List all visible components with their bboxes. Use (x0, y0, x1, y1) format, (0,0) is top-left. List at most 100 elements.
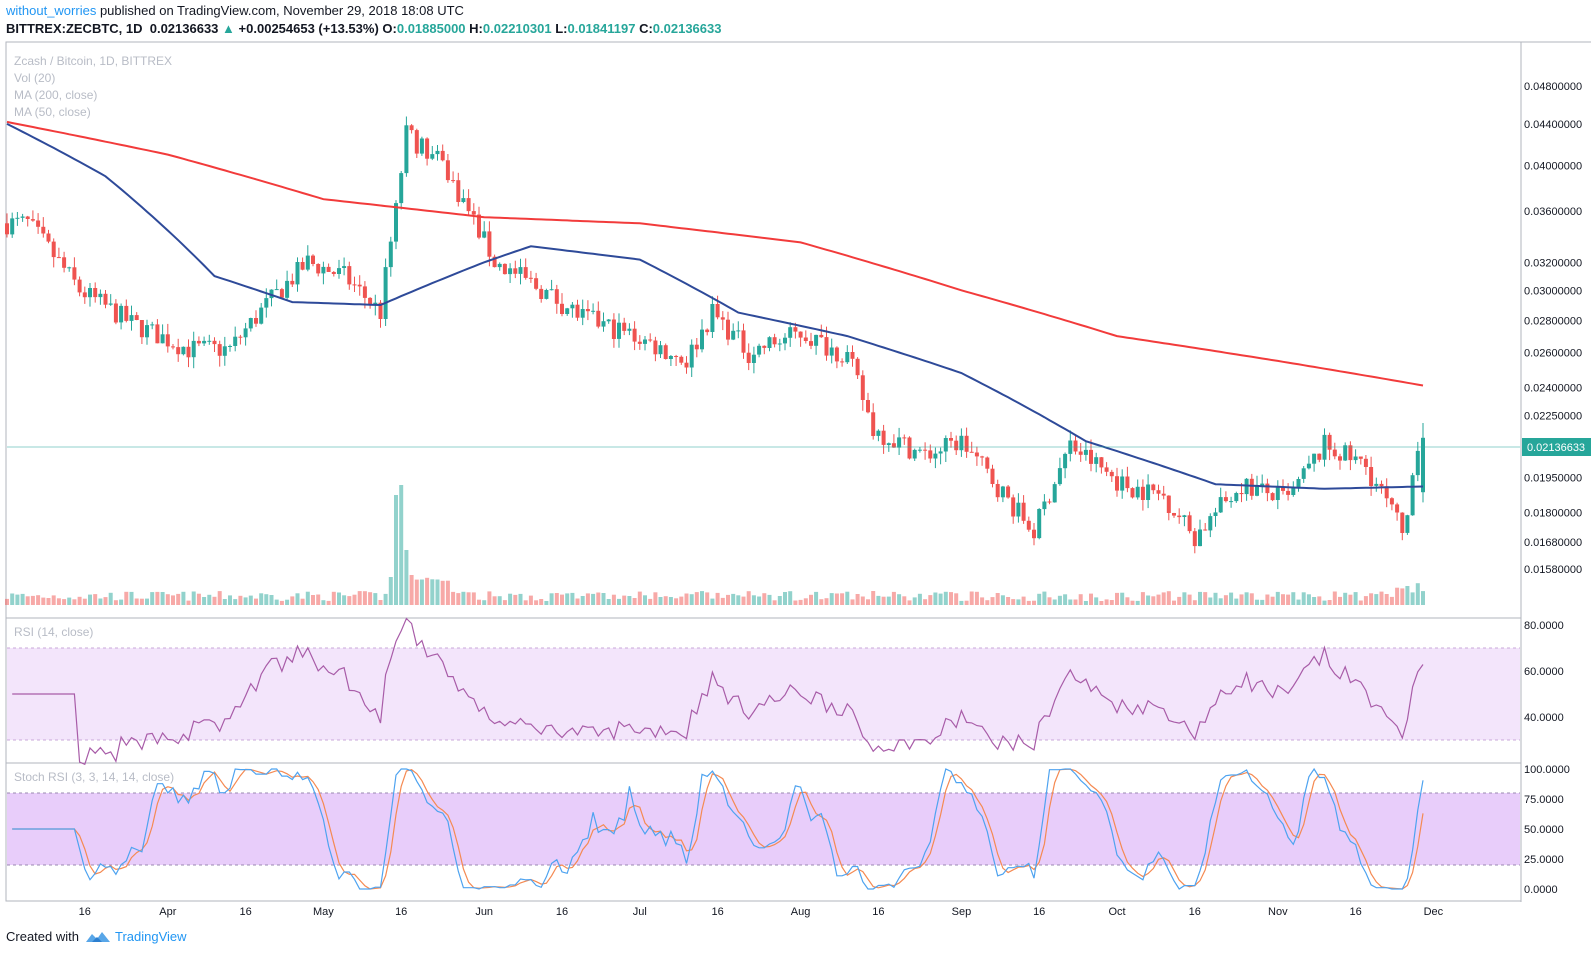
candle (1016, 493, 1021, 523)
candle (1234, 491, 1239, 503)
volume-bar (907, 600, 912, 605)
candle (186, 339, 191, 368)
volume-bar (850, 599, 855, 605)
volume-bar (591, 593, 596, 605)
tradingview-link[interactable]: TradingView (85, 929, 187, 944)
volume-bar (1223, 595, 1228, 605)
candle (575, 299, 580, 321)
volume-bar (1182, 592, 1187, 605)
volume-bar (352, 594, 357, 605)
volume-bar (1317, 596, 1322, 605)
low-value: 0.01841197 (567, 21, 636, 36)
high-label: H: (469, 21, 483, 36)
candle (119, 303, 124, 330)
candle (834, 346, 839, 369)
candle (767, 336, 772, 352)
candle (1140, 479, 1145, 511)
volume-bar (720, 597, 725, 605)
price-tick-label: 0.02400000 (1524, 382, 1582, 394)
candle (518, 258, 523, 285)
candle (891, 434, 896, 448)
volume-bar (1353, 592, 1358, 605)
candle (243, 322, 248, 346)
candle (637, 335, 642, 350)
volume-bar (357, 591, 362, 605)
volume-bar (689, 594, 694, 605)
candle (1130, 487, 1135, 499)
volume-bar (445, 580, 450, 605)
candle (82, 286, 87, 304)
volume-bar (1379, 591, 1384, 605)
tradingview-brand: TradingView (114, 929, 187, 944)
candle (383, 258, 388, 326)
volume-bar (347, 596, 352, 605)
x-tick-label: 16 (1349, 906, 1361, 918)
volume-bar (1281, 594, 1285, 605)
candle (923, 442, 928, 460)
candle (326, 263, 331, 272)
volume-bar (990, 597, 995, 605)
volume-bar (715, 592, 720, 605)
candle (321, 261, 326, 285)
candle (46, 229, 51, 244)
candle (1358, 456, 1363, 465)
x-tick-label: Jun (475, 906, 493, 918)
volume-bar (788, 591, 793, 605)
created-with: Created with (6, 929, 79, 944)
candle (1384, 478, 1389, 508)
volume-bar (772, 600, 777, 605)
volume-bar (41, 597, 46, 605)
close-value: 0.02136633 (652, 21, 722, 36)
candle (1104, 462, 1109, 477)
publish-info: published on TradingView.com, November 2… (99, 3, 464, 18)
candle (129, 305, 134, 331)
ma50-line (6, 123, 1424, 490)
candle (139, 320, 144, 344)
volume-bar (943, 591, 948, 605)
volume-bar (585, 593, 590, 605)
candle (570, 302, 575, 318)
volume-bar (1166, 591, 1171, 605)
axis-labels: 0.04800000 0.04400000 0.04000000 0.03600000… (1524, 81, 1582, 896)
x-tick-label: 16 (711, 906, 723, 918)
candle (1405, 514, 1410, 535)
volume-bar (1395, 587, 1400, 605)
candle (274, 279, 279, 291)
candle (746, 343, 751, 371)
volume-bar (611, 594, 616, 605)
volume-bar (477, 599, 481, 605)
candle (1286, 483, 1291, 501)
volume-bar (1213, 592, 1218, 605)
volume-bar (617, 598, 621, 605)
candle (269, 289, 274, 307)
rsi-tick-label: 60.0000 (1524, 666, 1564, 678)
candle (974, 446, 979, 466)
volume-bar (1348, 594, 1353, 605)
volume-bar (145, 598, 149, 605)
volume-bar (129, 591, 134, 605)
volume-bar (160, 592, 165, 605)
volume-bar (383, 593, 388, 605)
volume-bar (902, 596, 907, 605)
candle (492, 254, 497, 268)
volume-bar (399, 485, 404, 605)
candle (1011, 494, 1016, 524)
price-tick-label: 0.03000000 (1524, 285, 1582, 297)
volume-bar (570, 592, 575, 605)
volume-bar (513, 594, 518, 605)
candle (305, 245, 310, 272)
volume-bar (124, 591, 129, 605)
x-tick-label: Sep (952, 906, 972, 918)
volume-bar (134, 598, 139, 605)
candle (1363, 455, 1368, 475)
volume-bar (139, 598, 144, 605)
candle (663, 343, 668, 360)
volume-bar (596, 592, 601, 605)
candle (1182, 514, 1187, 527)
candle (368, 297, 373, 309)
volume-bar (181, 591, 186, 605)
rsi-band (7, 648, 1520, 740)
candle (196, 336, 201, 347)
author-link[interactable]: without_worries (6, 3, 97, 18)
up-arrow-icon: ▲ (222, 21, 235, 36)
